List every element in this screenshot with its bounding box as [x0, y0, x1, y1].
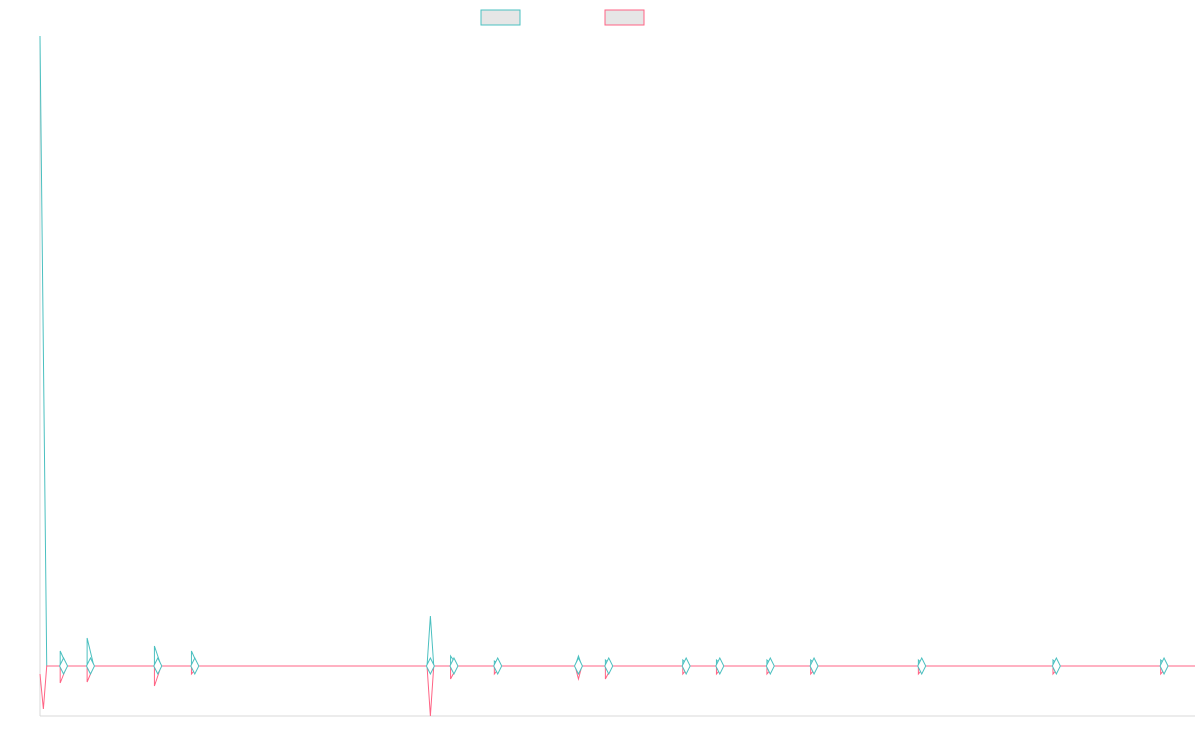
series-line-1 — [39, 35, 1195, 667]
point-marker-2[interactable] — [85, 656, 96, 676]
point-marker-1[interactable] — [58, 656, 69, 676]
point-marker-6[interactable] — [449, 656, 459, 676]
point-marker-7[interactable] — [493, 656, 503, 676]
point-marker-5[interactable] — [425, 656, 435, 676]
series-layer — [39, 35, 1195, 717]
point-marker-14[interactable] — [917, 656, 927, 676]
point-marker-8[interactable] — [573, 656, 584, 676]
axes — [39, 36, 1195, 717]
series-line-2 — [39, 665, 1195, 717]
point-marker-3[interactable] — [153, 656, 163, 676]
point-marker-16[interactable] — [1159, 656, 1169, 676]
legend[interactable] — [480, 9, 645, 26]
point-marker-9[interactable] — [604, 656, 614, 676]
legend-swatch-2[interactable] — [604, 9, 645, 26]
point-marker-10[interactable] — [681, 656, 691, 676]
point-marker-4[interactable] — [190, 656, 200, 676]
point-marker-15[interactable] — [1051, 656, 1061, 676]
point-marker-12[interactable] — [765, 656, 775, 676]
legend-swatch-1[interactable] — [480, 9, 521, 26]
point-marker-13[interactable] — [809, 656, 819, 676]
point-marker-11[interactable] — [715, 656, 725, 676]
